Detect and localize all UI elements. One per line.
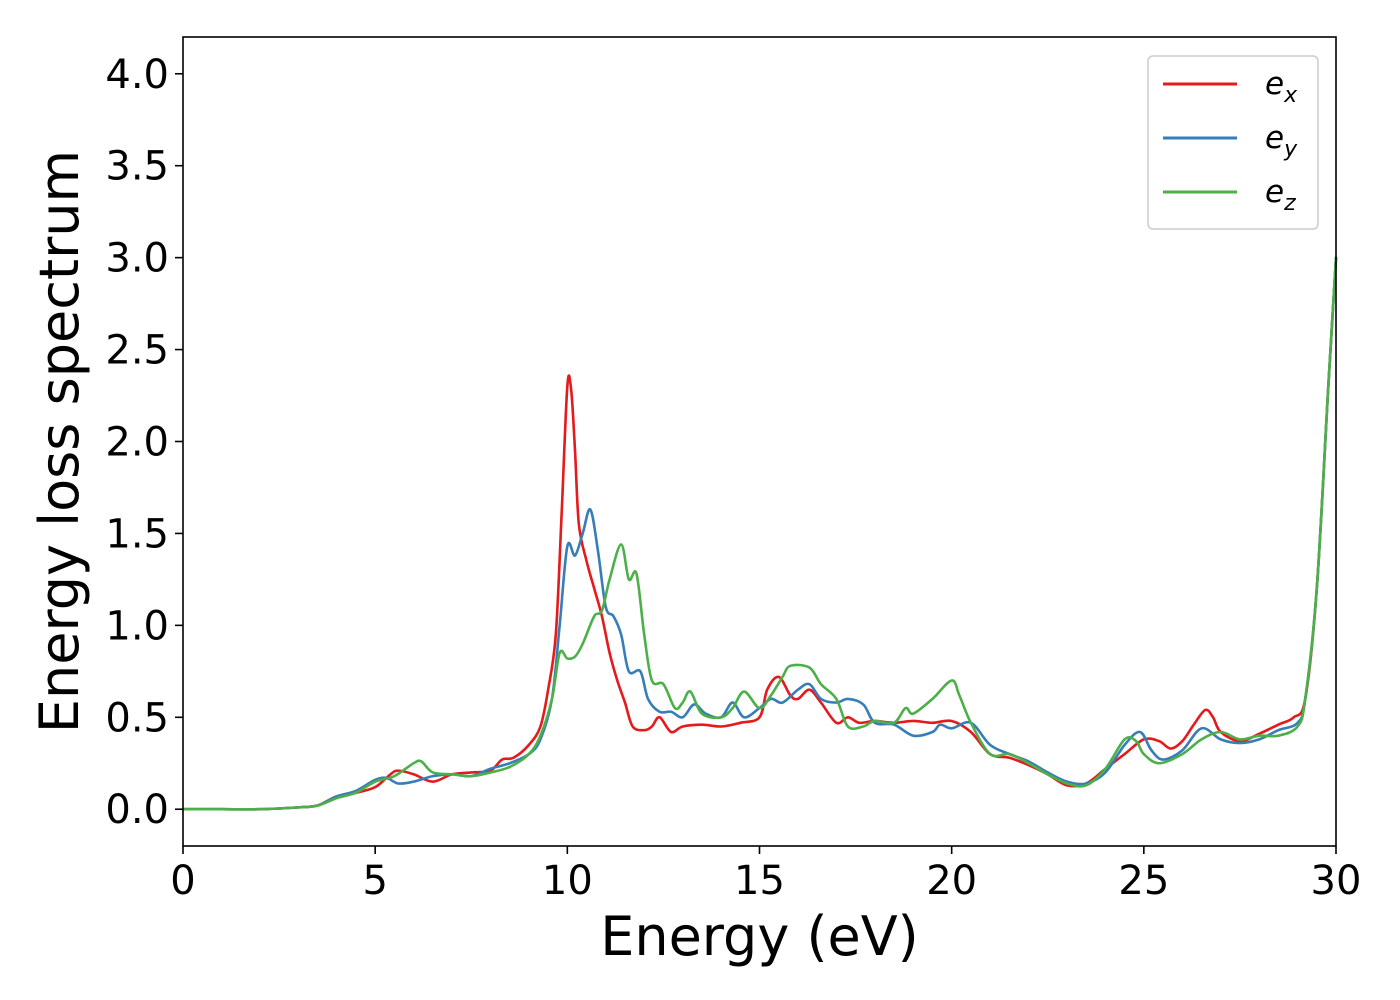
x-tick-label: 25	[1118, 858, 1169, 904]
y-tick-label: 4.0	[105, 52, 169, 98]
x-tick-label: 10	[542, 858, 593, 904]
x-tick-label: 0	[170, 858, 195, 904]
series-line-z	[181, 256, 1338, 811]
x-axis: 0 5 10 15 20 25 30	[170, 846, 1361, 904]
x-axis-title: Energy (eV)	[600, 905, 919, 968]
x-tick-label: 15	[734, 858, 785, 904]
x-tick-label: 5	[362, 858, 387, 904]
legend-label-y: ey	[1265, 120, 1298, 162]
legend-label-z: ez	[1265, 174, 1296, 216]
x-tick-label: 30	[1311, 858, 1362, 904]
y-axis: 0.0 0.5 1.0 1.5 2.0 2.5 3.0 3.5 4.0	[105, 52, 183, 833]
series-layer	[181, 256, 1338, 811]
x-tick-label: 20	[926, 858, 977, 904]
y-tick-label: 2.0	[105, 420, 169, 466]
plot-background	[183, 37, 1336, 846]
legend: ex ey ez	[1147, 55, 1319, 230]
y-tick-label: 0.5	[105, 695, 169, 741]
y-tick-label: 2.5	[105, 328, 169, 374]
y-tick-label: 1.0	[105, 603, 169, 649]
y-tick-label: 1.5	[105, 511, 169, 557]
y-tick-label: 3.5	[105, 144, 169, 190]
y-tick-label: 3.0	[105, 236, 169, 282]
legend-entries: ex ey ez	[1163, 66, 1298, 216]
y-axis-title: Energy loss spectrum	[28, 150, 91, 733]
y-tick-label: 0.0	[105, 787, 169, 833]
legend-label-x: ex	[1265, 66, 1298, 108]
legend-box	[1147, 55, 1319, 230]
